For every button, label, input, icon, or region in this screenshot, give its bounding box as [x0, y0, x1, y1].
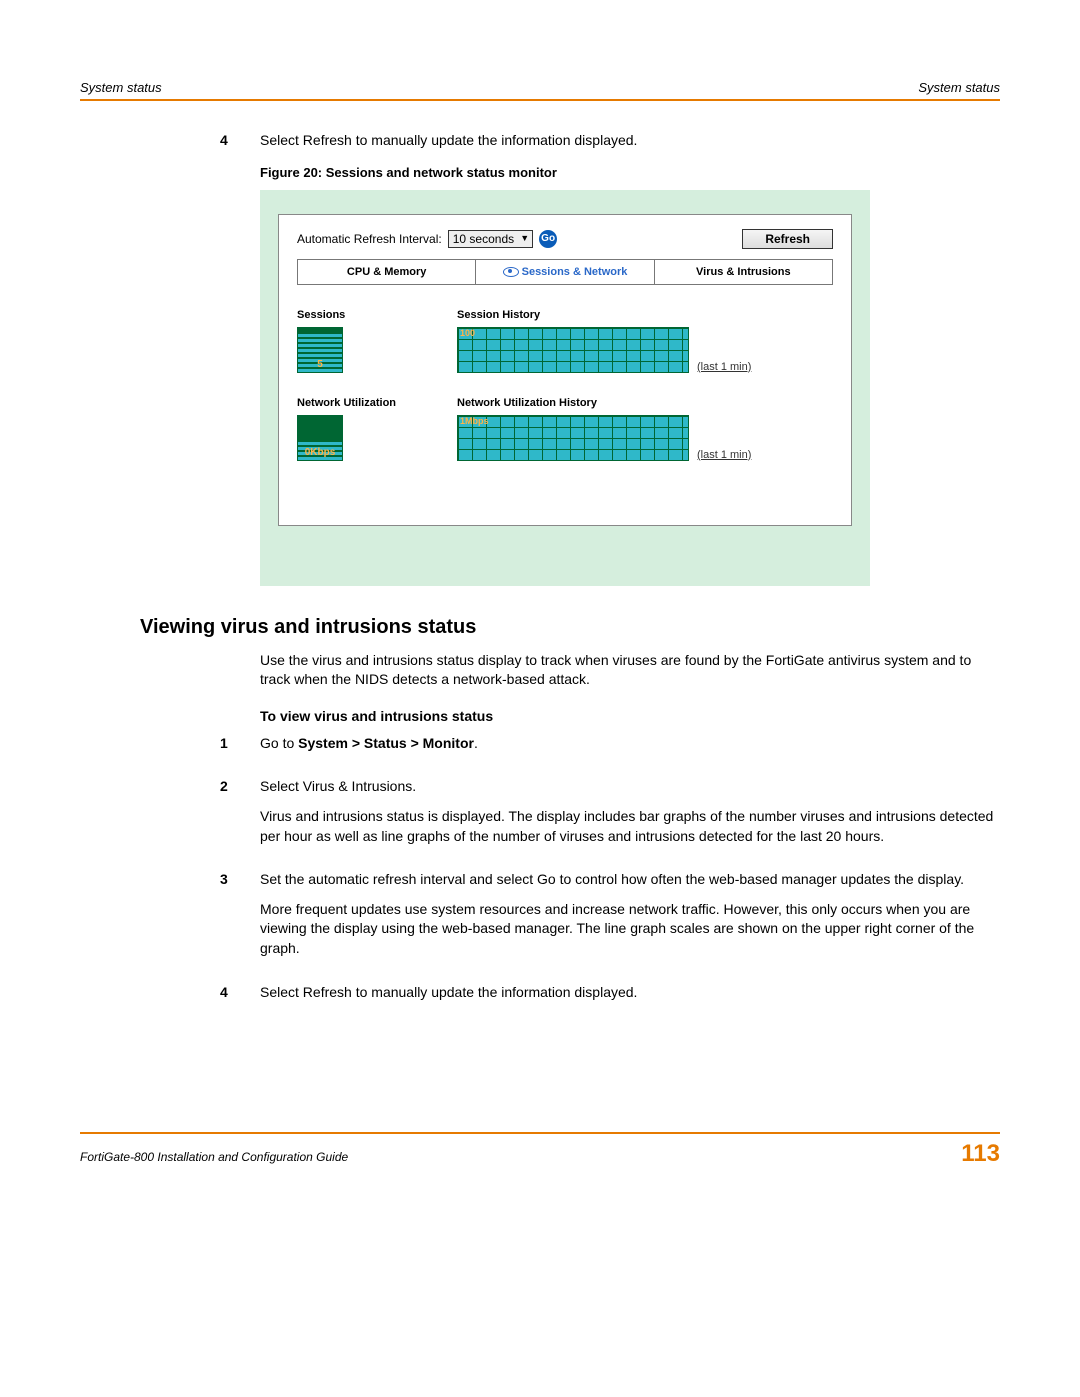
- network-history-chart: 1Mbps: [457, 415, 689, 461]
- session-history-last: (last 1 min): [697, 361, 751, 373]
- header-left: System status: [80, 80, 162, 95]
- step-number: 4: [220, 131, 260, 151]
- network-util-label: Network Utilization: [297, 397, 457, 409]
- figure-screenshot: Automatic Refresh Interval: 10 seconds G…: [260, 190, 870, 586]
- step-row: 1Go to System > Status > Monitor.: [220, 734, 1000, 764]
- step-number: 2: [220, 777, 260, 856]
- refresh-interval-label: Automatic Refresh Interval:: [297, 232, 442, 246]
- figure-caption: Figure 20: Sessions and network status m…: [260, 165, 1000, 180]
- tab-sessions-network[interactable]: Sessions & Network: [476, 260, 654, 284]
- network-history-last: (last 1 min): [697, 449, 751, 461]
- section-heading: Viewing virus and intrusions status: [140, 616, 1000, 639]
- network-gauge: 0Kbps: [297, 415, 343, 461]
- tab-sessions-label: Sessions & Network: [522, 266, 628, 278]
- network-group: Network Utilization 0Kbps Network Utiliz…: [297, 397, 833, 461]
- sessions-label: Sessions: [297, 309, 457, 321]
- network-value: 0Kbps: [298, 447, 342, 458]
- step-text: Select Refresh to manually update the in…: [260, 131, 1000, 151]
- sessions-value: 5: [298, 359, 342, 370]
- refresh-interval-select[interactable]: 10 seconds: [448, 230, 533, 248]
- tab-cpu-memory[interactable]: CPU & Memory: [298, 260, 476, 284]
- step-body: Set the automatic refresh interval and s…: [260, 870, 1000, 968]
- go-button[interactable]: Go: [539, 230, 557, 248]
- network-history-label: Network Utilization History: [457, 397, 833, 409]
- step-number: 3: [220, 870, 260, 968]
- step-row: 3Set the automatic refresh interval and …: [220, 870, 1000, 968]
- monitor-tabs: CPU & Memory Sessions & Network Virus & …: [297, 259, 833, 285]
- monitor-panel: Automatic Refresh Interval: 10 seconds G…: [278, 214, 852, 526]
- pre-step-row: 4 Select Refresh to manually update the …: [220, 131, 1000, 151]
- tab-virus-intrusions[interactable]: Virus & Intrusions: [655, 260, 832, 284]
- network-history-scale: 1Mbps: [460, 416, 489, 426]
- section-subheading: To view virus and intrusions status: [260, 708, 1000, 724]
- step-body: Select Refresh to manually update the in…: [260, 983, 1000, 1013]
- page-number: 113: [961, 1140, 1000, 1168]
- step-row: 2Select Virus & Intrusions.Virus and int…: [220, 777, 1000, 856]
- step-body: Select Virus & Intrusions.Virus and intr…: [260, 777, 1000, 856]
- header-right: System status: [918, 80, 1000, 95]
- eye-icon: [503, 267, 519, 277]
- footer-title: FortiGate-800 Installation and Configura…: [80, 1150, 348, 1164]
- session-history-scale: 100: [460, 328, 475, 338]
- refresh-button[interactable]: Refresh: [742, 229, 833, 249]
- step-number: 4: [220, 983, 260, 1013]
- sessions-gauge: 5: [297, 327, 343, 373]
- session-history-label: Session History: [457, 309, 833, 321]
- sessions-group: Sessions 5 Session History 100 (last 1: [297, 309, 833, 373]
- page-footer: FortiGate-800 Installation and Configura…: [80, 1132, 1000, 1168]
- step-body: Go to System > Status > Monitor.: [260, 734, 1000, 764]
- step-number: 1: [220, 734, 260, 764]
- section-intro: Use the virus and intrusions status disp…: [260, 651, 1000, 690]
- page-header: System status System status: [80, 80, 1000, 101]
- session-history-chart: 100: [457, 327, 689, 373]
- step-row: 4Select Refresh to manually update the i…: [220, 983, 1000, 1013]
